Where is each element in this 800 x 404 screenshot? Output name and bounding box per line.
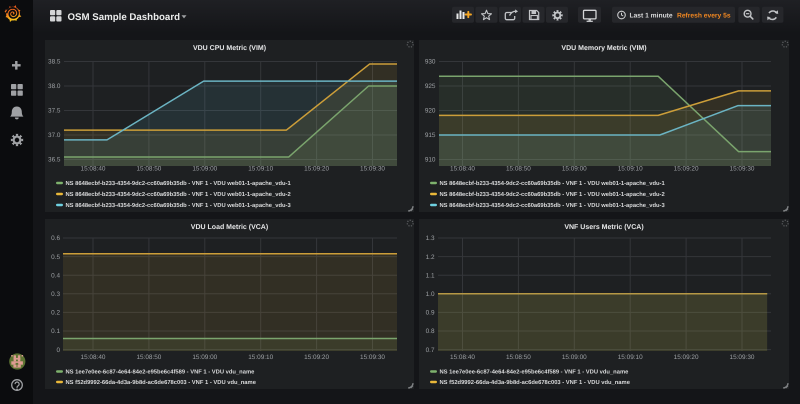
svg-text:NS f52d9992-66da-4d3a-9b8d-ac6: NS f52d9992-66da-4d3a-9b8d-ac6de678c003 … [66, 379, 257, 386]
svg-text:15:08:40: 15:08:40 [81, 354, 106, 361]
svg-text:15:08:50: 15:08:50 [506, 354, 531, 361]
svg-text:Refresh every 5s: Refresh every 5s [677, 13, 731, 20]
svg-text:15:08:50: 15:08:50 [136, 354, 161, 361]
svg-text:1.2: 1.2 [426, 254, 435, 261]
svg-text:910: 910 [425, 157, 436, 164]
svg-text:15:08:50: 15:08:50 [136, 166, 161, 173]
svg-text:38.5: 38.5 [48, 59, 61, 66]
svg-text:15:09:20: 15:09:20 [304, 166, 329, 173]
svg-text:15:09:00: 15:09:00 [192, 354, 217, 361]
svg-text:NS 1ee7e0ee-6c87-4e64-84e2-e95: NS 1ee7e0ee-6c87-4e64-84e2-e95be6c4f589 … [440, 369, 630, 376]
svg-text:NS 8648ecbf-b233-4354-9dc2-cc6: NS 8648ecbf-b233-4354-9dc2-cc60a69b35db … [66, 202, 292, 209]
svg-text:VDU CPU Metric (VIM): VDU CPU Metric (VIM) [193, 44, 266, 52]
svg-text:NS 8648ecbf-b233-4354-9dc2-cc6: NS 8648ecbf-b233-4354-9dc2-cc60a69b35db … [66, 180, 292, 187]
svg-text:1.3: 1.3 [426, 235, 435, 242]
svg-text:VDU Memory Metric (VIM): VDU Memory Metric (VIM) [561, 44, 646, 52]
svg-text:0.1: 0.1 [51, 328, 60, 335]
svg-text:15:09:00: 15:09:00 [562, 354, 587, 361]
svg-text:15:09:30: 15:09:30 [730, 354, 755, 361]
svg-text:15:09:30: 15:09:30 [360, 354, 385, 361]
svg-text:Last 1 minute: Last 1 minute [630, 13, 673, 20]
svg-text:915: 915 [425, 132, 436, 139]
svg-text:NS 8648ecbf-b233-4354-9dc2-cc6: NS 8648ecbf-b233-4354-9dc2-cc60a69b35db … [440, 180, 666, 187]
svg-text:15:08:40: 15:08:40 [450, 354, 475, 361]
svg-text:0.9: 0.9 [426, 310, 435, 317]
svg-text:920: 920 [425, 108, 436, 115]
svg-text:NS 8648ecbf-b233-4354-9dc2-cc6: NS 8648ecbf-b233-4354-9dc2-cc60a69b35db … [66, 191, 291, 198]
svg-text:925: 925 [425, 83, 436, 90]
svg-text:15:09:30: 15:09:30 [730, 166, 755, 173]
svg-text:15:09:20: 15:09:20 [304, 354, 329, 361]
svg-text:37.5: 37.5 [48, 108, 61, 115]
svg-text:15:09:10: 15:09:10 [618, 354, 643, 361]
svg-text:15:09:00: 15:09:00 [562, 166, 587, 173]
svg-text:15:09:10: 15:09:10 [248, 354, 273, 361]
svg-text:NS f52d9992-66da-4d3a-9b8d-ac6: NS f52d9992-66da-4d3a-9b8d-ac6de678c003 … [440, 379, 631, 386]
svg-text:38.0: 38.0 [48, 83, 61, 90]
svg-text:0.2: 0.2 [51, 310, 60, 317]
svg-text:15:08:40: 15:08:40 [450, 166, 475, 173]
svg-text:15:08:50: 15:08:50 [506, 166, 531, 173]
svg-text:1.0: 1.0 [426, 291, 435, 298]
svg-text:0.8: 0.8 [426, 328, 435, 335]
svg-text:NS 1ee7e0ee-6c87-4e64-84e2-e95: NS 1ee7e0ee-6c87-4e64-84e2-e95be6c4f589 … [66, 369, 256, 376]
svg-text:0: 0 [56, 347, 60, 354]
svg-text:NS 8648ecbf-b233-4354-9dc2-cc6: NS 8648ecbf-b233-4354-9dc2-cc60a69b35db … [440, 202, 666, 209]
svg-text:930: 930 [425, 59, 436, 66]
svg-text:1.1: 1.1 [426, 272, 435, 279]
svg-text:0.6: 0.6 [51, 235, 60, 242]
svg-text:37.0: 37.0 [48, 132, 61, 139]
svg-text:VDU Load Metric (VCA): VDU Load Metric (VCA) [191, 223, 268, 231]
svg-text:15:09:10: 15:09:10 [248, 166, 273, 173]
svg-text:0.5: 0.5 [51, 254, 60, 261]
svg-text:15:09:30: 15:09:30 [360, 166, 385, 173]
svg-text:0.7: 0.7 [426, 347, 435, 354]
svg-text:15:09:20: 15:09:20 [674, 354, 699, 361]
svg-text:0.4: 0.4 [51, 272, 60, 279]
svg-text:36.5: 36.5 [48, 157, 61, 164]
svg-text:15:09:00: 15:09:00 [192, 166, 217, 173]
svg-text:15:09:10: 15:09:10 [618, 166, 643, 173]
svg-text:15:08:40: 15:08:40 [81, 166, 106, 173]
svg-text:NS 8648ecbf-b233-4354-9dc2-cc6: NS 8648ecbf-b233-4354-9dc2-cc60a69b35db … [440, 191, 665, 198]
svg-text:15:09:20: 15:09:20 [674, 166, 699, 173]
svg-text:0.3: 0.3 [51, 291, 60, 298]
svg-text:VNF Users Metric (VCA): VNF Users Metric (VCA) [564, 223, 643, 231]
svg-text:OSM Sample Dashboard: OSM Sample Dashboard [68, 12, 181, 23]
